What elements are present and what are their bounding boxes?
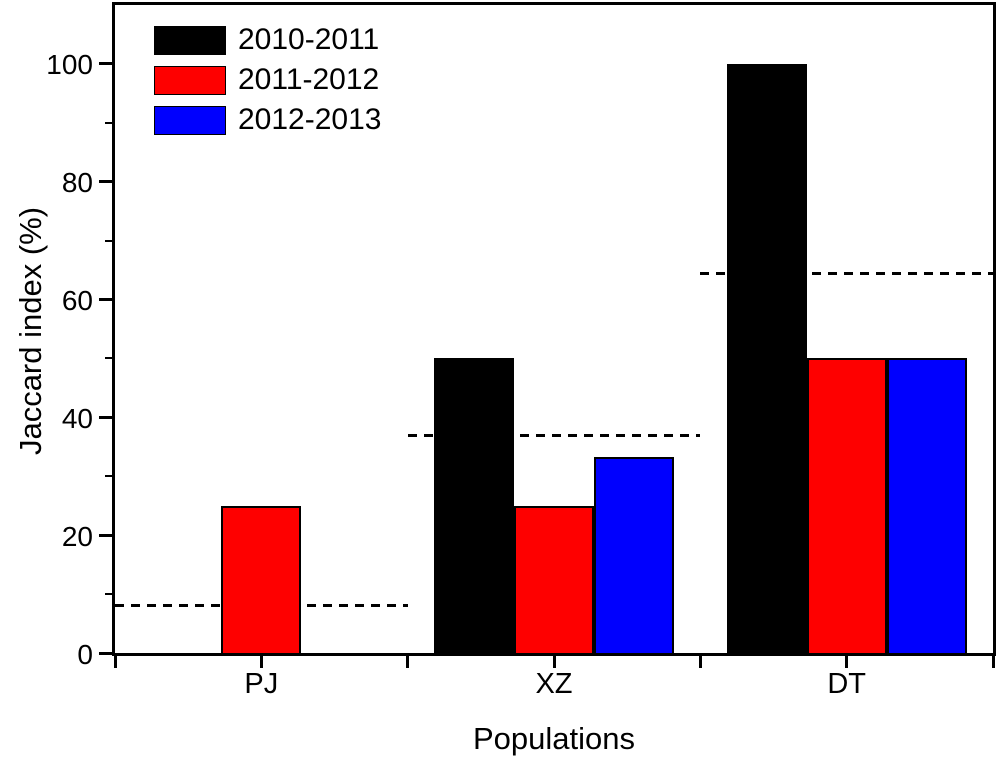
bar-2011-2012-XZ	[514, 505, 594, 653]
x-axis-boundary-tick	[406, 656, 410, 668]
y-axis-tick-label: 0	[77, 638, 93, 670]
x-axis-boundary-tick	[991, 656, 995, 668]
x-axis-category-tick	[552, 656, 556, 668]
legend-label: 2012-2013	[238, 103, 382, 136]
legend-row: 2011-2012	[154, 65, 381, 95]
y-axis-major-tick	[99, 533, 112, 537]
legend-swatch-2011-2012	[154, 65, 226, 95]
legend-row: 2012-2013	[154, 105, 381, 135]
y-axis-minor-tick	[105, 121, 112, 124]
y-axis-tick-label: 80	[61, 167, 93, 199]
y-axis-minor-tick	[105, 357, 112, 360]
x-axis-boundary-tick	[113, 656, 117, 668]
legend-label: 2011-2012	[238, 63, 380, 96]
y-axis-tick-label: 60	[61, 285, 93, 317]
x-axis-category-tick	[259, 656, 263, 668]
y-axis-minor-tick	[105, 239, 112, 242]
bar-2010-2011-DT	[726, 63, 807, 653]
x-axis-title: Populations	[472, 721, 636, 756]
legend-swatch-2012-2013	[154, 105, 226, 135]
dashed-reference-line	[700, 271, 993, 275]
y-axis-major-tick	[99, 62, 112, 66]
legend-swatch-2010-2011	[154, 25, 226, 55]
y-axis-tick-label: 100	[46, 49, 93, 81]
x-axis-boundary-tick	[698, 656, 702, 668]
x-axis-category-label: DT	[827, 668, 866, 700]
y-axis-major-tick	[99, 651, 112, 655]
bar-2011-2012-PJ	[221, 505, 302, 653]
bar-2010-2011-XZ	[434, 358, 514, 653]
y-axis-tick-label: 20	[61, 520, 93, 552]
y-axis-minor-tick	[105, 475, 112, 478]
bar-2011-2012-DT	[806, 358, 887, 653]
y-axis-tick-label: 40	[61, 402, 93, 434]
y-axis-minor-tick	[105, 593, 112, 596]
plot-area: 0 20 40 60 80 100 PJ XZ DT 2010-2011 2011-2012 2012…	[46, 2, 996, 699]
legend-row: 2010-2011	[154, 25, 381, 55]
y-axis-title: Jaccard index (%)	[13, 206, 48, 456]
y-axis-major-tick	[99, 298, 112, 302]
x-axis-category-tick	[845, 656, 849, 668]
y-axis-major-tick	[99, 180, 112, 184]
x-axis-category-label: XZ	[535, 668, 573, 700]
x-axis-category-label: PJ	[244, 668, 279, 700]
dashed-reference-line	[407, 433, 701, 437]
bar-2012-2013-XZ	[594, 456, 674, 653]
bar-2012-2013-DT	[886, 358, 967, 653]
y-axis-major-tick	[99, 415, 112, 419]
legend: 2010-2011 2011-2012 2012-2013	[154, 25, 381, 145]
legend-label: 2010-2011	[238, 23, 380, 56]
